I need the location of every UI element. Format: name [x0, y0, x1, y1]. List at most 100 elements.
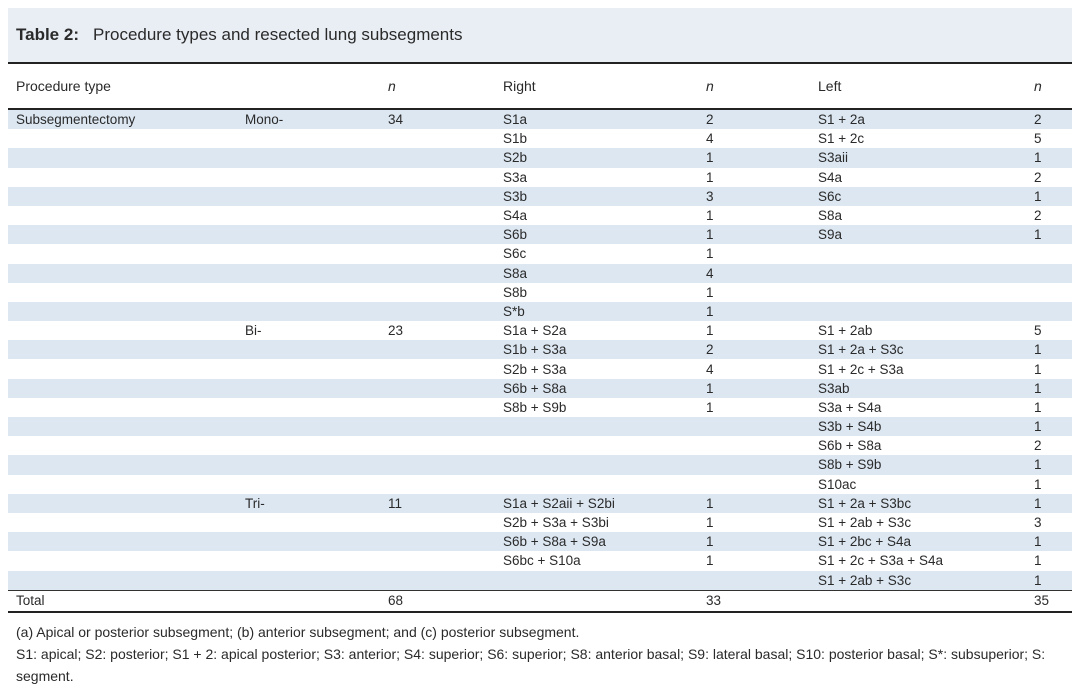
cell-n-left: 1: [1034, 534, 1042, 550]
cell-n-left: 1: [1034, 419, 1042, 435]
cell-n-left: 1: [1034, 495, 1042, 511]
cell-left-subsegment: S3ab: [818, 380, 850, 396]
cell-n-right: 1: [706, 208, 714, 224]
table-row: Subsegmentectomy Mono- 34 S1a 2 S1 + 2a …: [8, 110, 1072, 130]
table-figure: Table 2: Procedure types and resected lu…: [8, 0, 1072, 687]
cell-left-subsegment: S8a: [818, 208, 843, 224]
cell-n-right: 2: [706, 112, 714, 128]
table-row: S3a 1 S4a 2: [8, 168, 1072, 187]
cell-left-subsegment: S3a + S4a: [818, 399, 882, 415]
cell-n-left: 2: [1034, 112, 1042, 128]
cell-left-subsegment: S8b + S9b: [818, 457, 882, 473]
table-row: S6b 1 S9a 1: [8, 225, 1072, 245]
cell-n-left: 5: [1034, 323, 1042, 339]
table-row: S1 + 2ab + S3c 1: [8, 570, 1072, 590]
cell-left-subsegment: S1 + 2a: [818, 112, 865, 128]
cell-n-right: 1: [706, 246, 714, 262]
cell-right-subsegment: S2b + S3a: [503, 361, 567, 377]
cell-n-left: 2: [1034, 208, 1042, 224]
cell-n-right: 4: [706, 361, 714, 377]
table-row: S2b + S3a 4 S1 + 2c + S3a 1: [8, 359, 1072, 378]
cell-n-right: 1: [706, 399, 714, 415]
cell-n-right: 1: [706, 380, 714, 396]
cell-n-right: 1: [706, 515, 714, 531]
cell-n-procedure: 11: [388, 495, 403, 511]
cell-n-procedure: 23: [388, 323, 404, 339]
column-header-procedure-type: Procedure type: [16, 78, 111, 94]
table-body: Subsegmentectomy Mono- 34 S1a 2 S1 + 2a …: [8, 110, 1072, 590]
footnote-segment-definitions: S1: apical; S2: posterior; S1 + 2: apica…: [16, 645, 1046, 684]
cell-right-subsegment: S8b + S9b: [503, 399, 567, 415]
table-row: S8b + S9b 1 S3a + S4a 1: [8, 398, 1072, 417]
column-header-n-procedure: n: [388, 78, 396, 94]
cell-n-right: 4: [706, 131, 714, 147]
table-row: S1b 4 S1 + 2c 5: [8, 129, 1072, 148]
cell-n-right: 1: [706, 150, 714, 166]
column-header-left: Left: [818, 78, 842, 94]
cell-left-subsegment: S4a: [818, 169, 843, 185]
total-label: Total: [16, 593, 45, 609]
cell-right-subsegment: S*b: [503, 303, 525, 319]
cell-n-right: 1: [706, 323, 714, 339]
footnotes: (a) Apical or posterior subsegment; (b) …: [8, 613, 1072, 687]
cell-right-subsegment: S1a: [503, 112, 528, 128]
cell-n-left: 1: [1034, 150, 1042, 166]
cell-right-subsegment: S8a: [503, 265, 528, 281]
cell-n-procedure: 34: [388, 112, 404, 128]
cell-right-subsegment: S1a + S2a: [503, 323, 567, 339]
cell-right-subsegment: S6bc + S10a: [503, 553, 581, 569]
rule-below-total: [8, 610, 1072, 613]
cell-subtype: Mono-: [245, 112, 284, 128]
cell-left-subsegment: S1 + 2a + S3c: [818, 342, 904, 358]
cell-left-subsegment: S1 + 2ab: [818, 323, 873, 339]
table-row: S6b + S8a 2: [8, 436, 1072, 455]
column-header-row: Procedure type n Right n Left n: [8, 64, 1072, 108]
cell-n-right: 1: [706, 169, 714, 185]
table-row: S6b + S8a + S9a 1 S1 + 2bc + S4a 1: [8, 532, 1072, 552]
table-row: S6b + S8a 1 S3ab 1: [8, 378, 1072, 398]
cell-n-right: 1: [706, 495, 714, 511]
cell-n-left: 2: [1034, 438, 1042, 454]
cell-left-subsegment: S9a: [818, 227, 843, 243]
table-row: S2b 1 S3aii 1: [8, 148, 1072, 168]
cell-subtype: Tri-: [245, 495, 265, 511]
cell-n-right: 1: [706, 303, 714, 319]
cell-n-right: 1: [706, 284, 714, 300]
cell-left-subsegment: S1 + 2c + S3a + S4a: [818, 553, 943, 569]
cell-right-subsegment: S3a: [503, 169, 528, 185]
total-n-left: 35: [1034, 593, 1050, 609]
total-n-right: 33: [706, 593, 722, 609]
cell-n-left: 1: [1034, 553, 1042, 569]
column-header-n-left: n: [1034, 78, 1042, 94]
cell-n-left: 1: [1034, 342, 1042, 358]
cell-right-subsegment: S3b: [503, 188, 528, 204]
total-row: Total 68 33 35: [8, 591, 1072, 611]
table-number-label: Table 2:: [16, 25, 79, 44]
column-header-right: Right: [503, 78, 536, 94]
cell-n-right: 3: [706, 188, 714, 204]
rule-below-caption: [8, 62, 1072, 64]
table-row: S3b + S4b 1: [8, 417, 1072, 437]
total-n-procedure: 68: [388, 593, 404, 609]
rule-above-total: [8, 589, 1072, 591]
cell-left-subsegment: S10ac: [818, 476, 857, 492]
cell-n-left: 1: [1034, 399, 1042, 415]
table-row: S6bc + S10a 1 S1 + 2c + S3a + S4a 1: [8, 551, 1072, 570]
table-row: Tri- 11 S1a + S2aii + S2bi 1 S1 + 2a + S…: [8, 493, 1072, 513]
cell-right-subsegment: S2b + S3a + S3bi: [503, 515, 609, 531]
cell-left-subsegment: S1 + 2a + S3bc: [818, 495, 912, 511]
cell-right-subsegment: S4a: [503, 208, 528, 224]
cell-right-subsegment: S2b: [503, 150, 528, 166]
table-row: S1b + S3a 2 S1 + 2a + S3c 1: [8, 340, 1072, 360]
cell-n-left: 5: [1034, 131, 1042, 147]
cell-right-subsegment: S8b: [503, 284, 528, 300]
cell-right-subsegment: S6c: [503, 246, 527, 262]
cell-left-subsegment: S1 + 2c + S3a: [818, 361, 904, 377]
cell-n-right: 1: [706, 553, 714, 569]
cell-n-left: 1: [1034, 457, 1042, 473]
table-row: S6c 1: [8, 244, 1072, 263]
cell-left-subsegment: S1 + 2ab + S3c: [818, 572, 912, 588]
cell-left-subsegment: S1 + 2c: [818, 131, 865, 147]
footnote-subsegment-letters: (a) Apical or posterior subsegment; (b) …: [16, 623, 580, 640]
cell-right-subsegment: S6b + S8a + S9a: [503, 534, 606, 550]
